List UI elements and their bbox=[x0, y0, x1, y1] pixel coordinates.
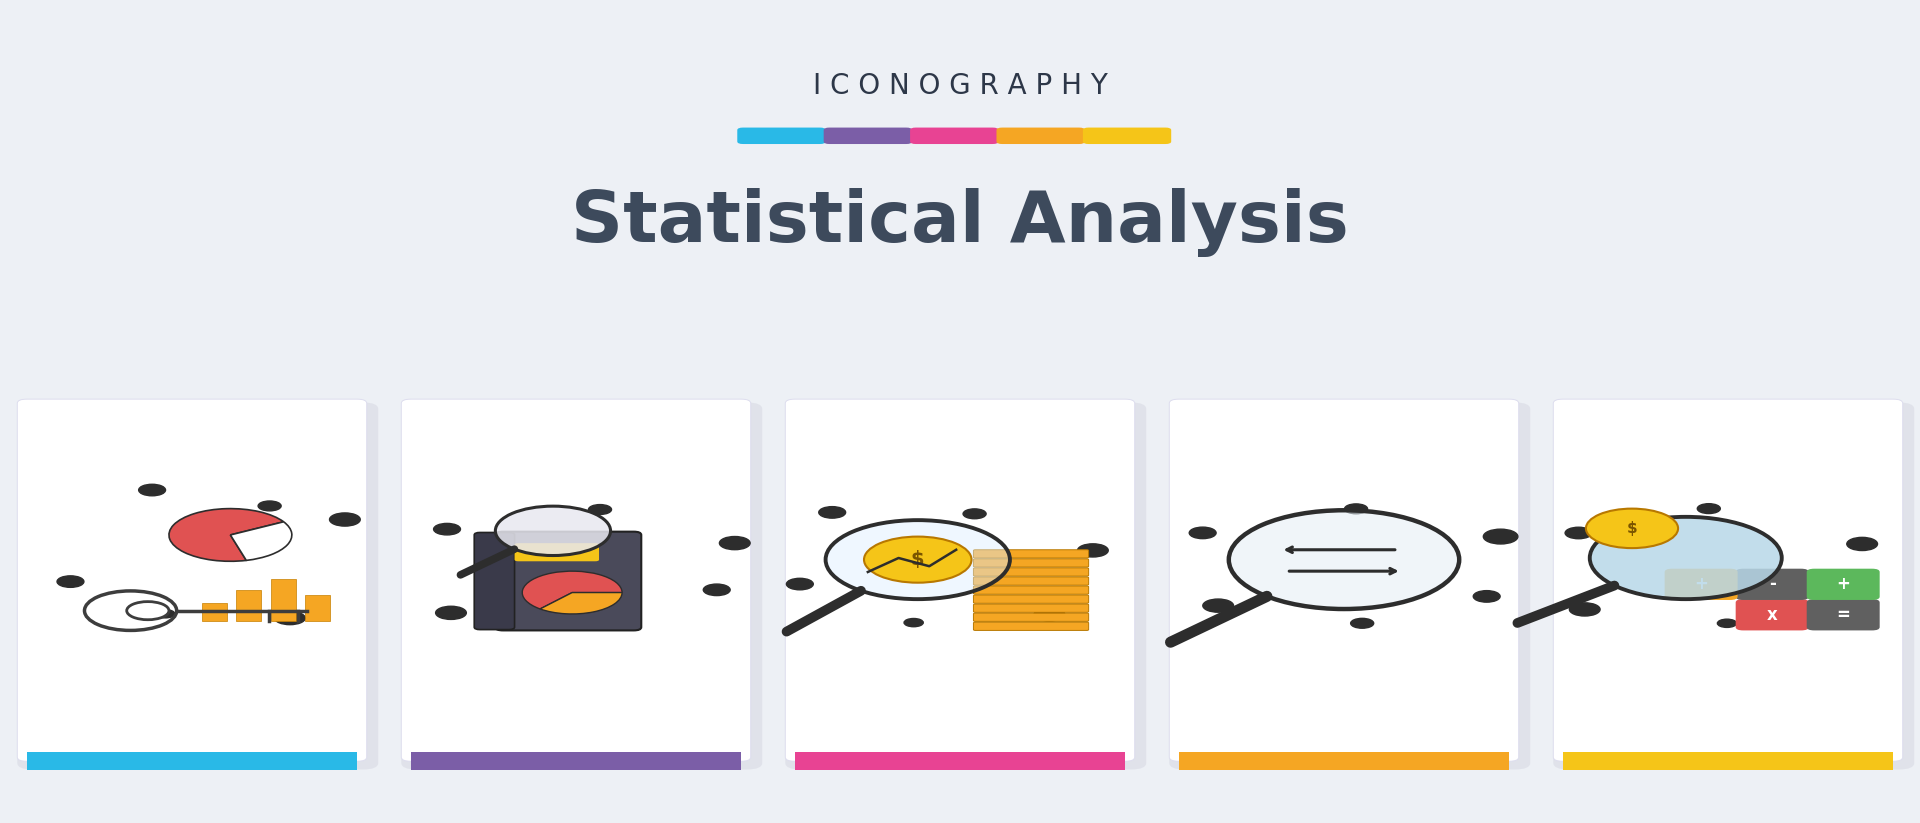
Circle shape bbox=[1035, 608, 1066, 621]
Wedge shape bbox=[522, 571, 622, 609]
Bar bbox=[795, 752, 1125, 770]
FancyBboxPatch shape bbox=[824, 128, 912, 144]
Circle shape bbox=[1473, 591, 1500, 602]
FancyBboxPatch shape bbox=[401, 402, 762, 770]
Circle shape bbox=[1847, 537, 1878, 551]
FancyBboxPatch shape bbox=[1807, 599, 1880, 630]
Circle shape bbox=[495, 506, 611, 556]
Wedge shape bbox=[540, 593, 622, 614]
Circle shape bbox=[599, 617, 622, 627]
Text: I C O N O G R A P H Y: I C O N O G R A P H Y bbox=[812, 72, 1108, 100]
Circle shape bbox=[1697, 504, 1720, 514]
Circle shape bbox=[58, 576, 84, 588]
Bar bbox=[271, 579, 296, 621]
Circle shape bbox=[127, 602, 169, 620]
Wedge shape bbox=[169, 509, 284, 561]
FancyBboxPatch shape bbox=[1665, 569, 1738, 600]
FancyBboxPatch shape bbox=[515, 543, 599, 561]
FancyBboxPatch shape bbox=[1083, 128, 1171, 144]
Circle shape bbox=[864, 537, 972, 583]
Text: x: x bbox=[1766, 606, 1778, 624]
FancyBboxPatch shape bbox=[973, 550, 1089, 558]
Circle shape bbox=[257, 501, 280, 511]
Bar bbox=[1563, 752, 1893, 770]
Text: =: = bbox=[1836, 606, 1851, 624]
FancyBboxPatch shape bbox=[973, 604, 1089, 612]
Text: $: $ bbox=[910, 550, 925, 570]
Circle shape bbox=[1834, 586, 1860, 597]
FancyBboxPatch shape bbox=[973, 568, 1089, 576]
Text: -: - bbox=[1768, 575, 1776, 593]
Bar bbox=[1179, 752, 1509, 770]
Text: +: + bbox=[1836, 575, 1851, 593]
Bar bbox=[202, 603, 227, 621]
FancyBboxPatch shape bbox=[17, 399, 367, 761]
Circle shape bbox=[818, 507, 845, 518]
FancyBboxPatch shape bbox=[737, 128, 826, 144]
FancyBboxPatch shape bbox=[973, 577, 1089, 585]
Circle shape bbox=[1716, 619, 1736, 627]
FancyBboxPatch shape bbox=[785, 399, 1135, 761]
Circle shape bbox=[1077, 544, 1108, 557]
Circle shape bbox=[1586, 509, 1678, 548]
Bar bbox=[305, 595, 330, 621]
FancyBboxPatch shape bbox=[973, 622, 1089, 630]
FancyBboxPatch shape bbox=[474, 532, 515, 630]
Circle shape bbox=[434, 523, 461, 535]
Wedge shape bbox=[230, 522, 292, 560]
FancyBboxPatch shape bbox=[401, 399, 751, 761]
Circle shape bbox=[826, 520, 1010, 599]
FancyBboxPatch shape bbox=[1807, 569, 1880, 600]
Circle shape bbox=[964, 509, 987, 518]
FancyBboxPatch shape bbox=[973, 586, 1089, 594]
Circle shape bbox=[275, 611, 305, 625]
Circle shape bbox=[1484, 529, 1519, 544]
Circle shape bbox=[787, 579, 814, 590]
FancyBboxPatch shape bbox=[1169, 399, 1519, 761]
Circle shape bbox=[1229, 510, 1459, 609]
Text: $: $ bbox=[1626, 521, 1638, 536]
FancyBboxPatch shape bbox=[17, 402, 378, 770]
Text: Statistical Analysis: Statistical Analysis bbox=[570, 188, 1350, 257]
FancyBboxPatch shape bbox=[1553, 399, 1903, 761]
Circle shape bbox=[1350, 618, 1373, 628]
FancyBboxPatch shape bbox=[996, 128, 1085, 144]
Bar bbox=[411, 752, 741, 770]
Circle shape bbox=[156, 610, 175, 618]
FancyBboxPatch shape bbox=[973, 613, 1089, 621]
FancyBboxPatch shape bbox=[785, 402, 1146, 770]
Circle shape bbox=[1565, 528, 1592, 539]
Circle shape bbox=[703, 584, 730, 596]
Circle shape bbox=[1344, 504, 1367, 514]
FancyBboxPatch shape bbox=[495, 532, 641, 630]
Circle shape bbox=[1202, 599, 1233, 612]
Circle shape bbox=[720, 537, 751, 550]
FancyBboxPatch shape bbox=[1736, 599, 1809, 630]
Text: +: + bbox=[1693, 575, 1709, 593]
FancyBboxPatch shape bbox=[910, 128, 998, 144]
FancyBboxPatch shape bbox=[973, 559, 1089, 567]
Bar bbox=[27, 752, 357, 770]
Bar bbox=[236, 590, 261, 621]
Circle shape bbox=[1590, 517, 1782, 599]
Circle shape bbox=[904, 619, 924, 627]
Circle shape bbox=[1188, 528, 1215, 539]
Circle shape bbox=[330, 513, 361, 526]
FancyBboxPatch shape bbox=[1736, 569, 1809, 600]
Circle shape bbox=[589, 504, 612, 514]
FancyBboxPatch shape bbox=[1553, 402, 1914, 770]
FancyBboxPatch shape bbox=[1169, 402, 1530, 770]
Circle shape bbox=[138, 484, 165, 495]
Circle shape bbox=[436, 607, 467, 620]
FancyBboxPatch shape bbox=[973, 595, 1089, 603]
Circle shape bbox=[1569, 602, 1599, 616]
